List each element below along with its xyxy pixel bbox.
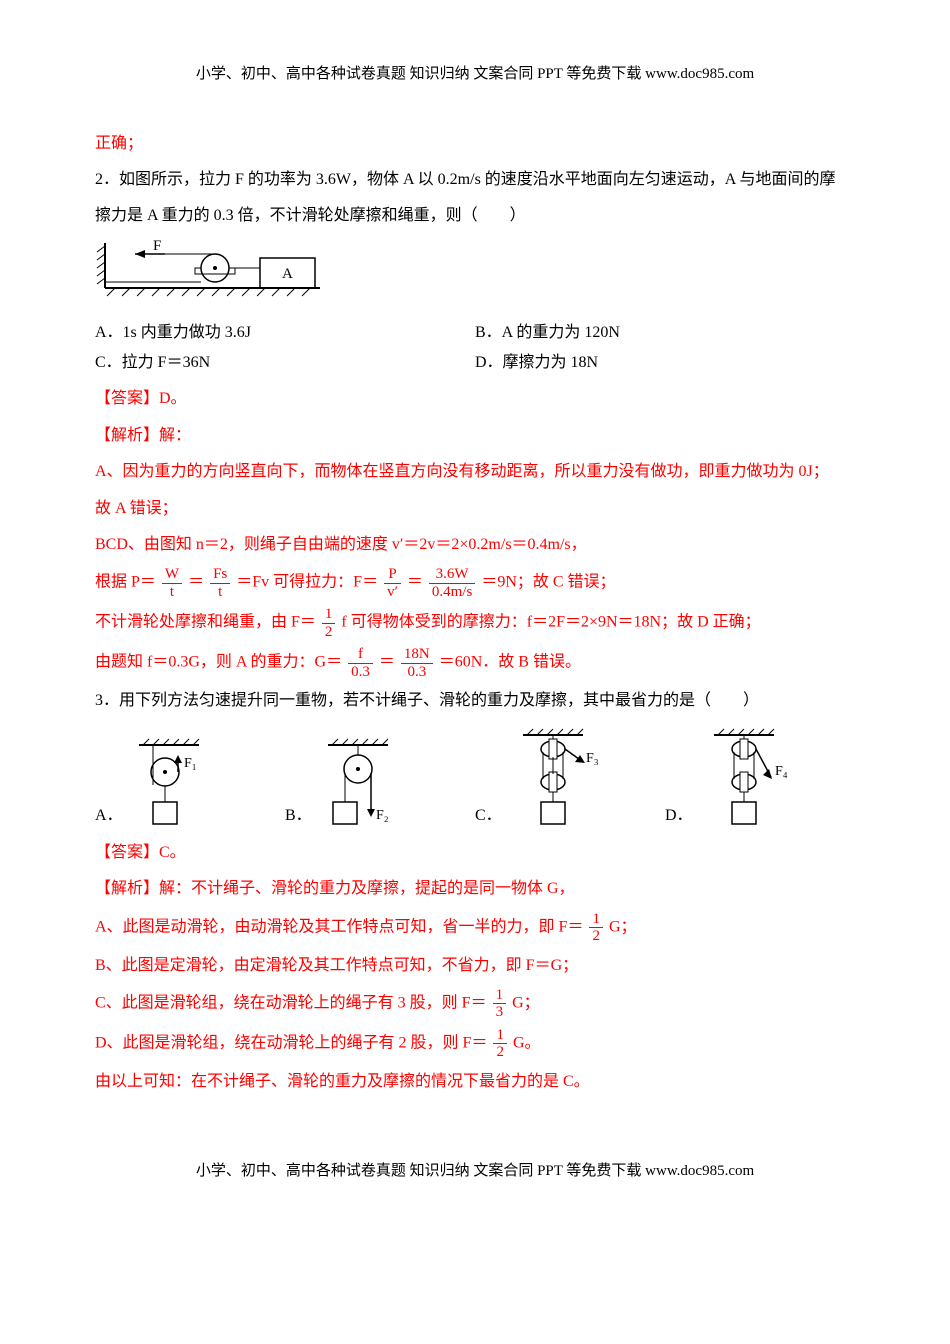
text: ＝ — [379, 654, 395, 671]
text: ＝ — [188, 574, 204, 591]
text: ＝ — [407, 574, 423, 591]
q3-option-c: C． F₃ — [475, 727, 665, 832]
text: 由题知 f＝0.3G，则 A 的重力：G＝ — [95, 654, 342, 671]
q2-answer: 【答案】D。 — [95, 384, 855, 414]
q2-option-b: B．A 的重力为 120N — [475, 318, 855, 348]
svg-text:F₁: F₁ — [184, 756, 197, 771]
svg-text:F: F — [153, 238, 161, 254]
fraction-1-2: 12 — [493, 1027, 507, 1061]
text: f 可得物体受到的摩擦力：f＝2F＝2×9N＝18N；故 D 正确； — [341, 614, 760, 631]
q3-label-a: A． — [95, 801, 123, 831]
fraction-w-t: Wt — [162, 566, 182, 600]
q2-option-c: C．拉力 F＝36N — [95, 348, 475, 378]
q3-sol-b: B、此图是定滑轮，由定滑轮及其工作特点可知，不省力，即 F＝G； — [95, 951, 855, 981]
q2-sol-a2: 故 A 错误； — [95, 494, 855, 524]
fraction-f-03: f0.3 — [348, 646, 373, 680]
fraction-1-2: 12 — [322, 606, 336, 640]
text: G。 — [513, 1035, 541, 1052]
fraction-36w-04ms: 3.6W0.4m/s — [429, 566, 475, 600]
q3-sol-d: D、此图是滑轮组，绕在动滑轮上的绳子有 2 股，则 F＝ 12 G。 — [95, 1027, 855, 1061]
text: ＝9N；故 C 错误； — [481, 574, 615, 591]
text: D、此图是滑轮组，绕在动滑轮上的绳子有 2 股，则 F＝ — [95, 1035, 487, 1052]
q3-option-a: A． F₁ — [95, 737, 285, 832]
q2-figure: F A — [95, 238, 855, 306]
q2-option-a: A．1s 内重力做功 3.6J — [95, 318, 475, 348]
q2-sol-g-line: 由题知 f＝0.3G，则 A 的重力：G＝ f0.3 ＝ 18N0.3 ＝60N… — [95, 646, 855, 680]
q3-option-d: D． F₄ — [665, 727, 855, 832]
fraction-p-vprime: Pv′ — [384, 566, 401, 600]
q3-sol-a: A、此图是动滑轮，由动滑轮及其工作特点可知，省一半的力，即 F＝ 12 G； — [95, 911, 855, 945]
q2-option-d: D．摩擦力为 18N — [475, 348, 855, 378]
q2-solution-label: 【解析】解： — [95, 421, 855, 451]
text: 根据 P＝ — [95, 574, 156, 591]
q2-sol-a1: A、因为重力的方向竖直向下，而物体在竖直方向没有移动距离，所以重力没有做功，即重… — [95, 457, 855, 487]
svg-text:F₂: F₂ — [376, 808, 389, 823]
q3-label-d: D． — [665, 801, 693, 831]
text: ＝Fv 可得拉力：F＝ — [236, 574, 378, 591]
svg-text:F₄: F₄ — [775, 764, 788, 779]
q3-label-b: B． — [285, 801, 312, 831]
svg-text:F₃: F₃ — [586, 751, 599, 766]
q2-stem-line2: 擦力是 A 重力的 0.3 倍，不计滑轮处摩擦和绳重，则（ ） — [95, 201, 855, 231]
q3-answer: 【答案】C。 — [95, 838, 855, 868]
q3-label-c: C． — [475, 801, 502, 831]
q2-sol-f-line: 不计滑轮处摩擦和绳重，由 F＝ 12 f 可得物体受到的摩擦力：f＝2F＝2×9… — [95, 606, 855, 640]
q3-sol-c: C、此图是滑轮组，绕在动滑轮上的绳子有 3 股，则 F＝ 13 G； — [95, 987, 855, 1021]
q2-stem-line1: 2．如图所示，拉力 F 的功率为 3.6W，物体 A 以 0.2m/s 的速度沿… — [95, 165, 855, 195]
q2-options: A．1s 内重力做功 3.6J B．A 的重力为 120N C．拉力 F＝36N… — [95, 318, 855, 379]
text: ＝60N．故 B 错误。 — [439, 654, 581, 671]
text: G； — [512, 995, 540, 1012]
q2-sol-p-line: 根据 P＝ Wt ＝ Fst ＝Fv 可得拉力：F＝ Pv′ ＝ 3.6W0.4… — [95, 566, 855, 600]
q3-solution-label: 【解析】解：不计绳子、滑轮的重力及摩擦，提起的是同一物体 G， — [95, 874, 855, 904]
fraction-1-3: 13 — [493, 987, 507, 1021]
text: A、此图是动滑轮，由动滑轮及其工作特点可知，省一半的力，即 F＝ — [95, 918, 583, 935]
q3-conclusion: 由以上可知：在不计绳子、滑轮的重力及摩擦的情况下最省力的是 C。 — [95, 1067, 855, 1097]
page-footer: 小学、初中、高中各种试卷真题 知识归纳 文案合同 PPT 等免费下载 www.d… — [95, 1157, 855, 1186]
page-header: 小学、初中、高中各种试卷真题 知识归纳 文案合同 PPT 等免费下载 www.d… — [95, 60, 855, 89]
fraction-fs-t: Fst — [210, 566, 230, 600]
q3-figures: A． F₁ B． — [95, 727, 855, 832]
svg-text:A: A — [282, 266, 293, 282]
text: 不计滑轮处摩擦和绳重，由 F＝ — [95, 614, 316, 631]
line-correct: 正确； — [95, 129, 855, 159]
q3-stem: 3．用下列方法匀速提升同一重物，若不计绳子、滑轮的重力及摩擦，其中最省力的是（ … — [95, 686, 855, 716]
text: G； — [609, 918, 637, 935]
q2-sol-bcd: BCD、由图知 n＝2，则绳子自由端的速度 v′＝2v＝2×0.2m/s＝0.4… — [95, 530, 855, 560]
fraction-1-2: 12 — [589, 911, 603, 945]
text: C、此图是滑轮组，绕在动滑轮上的绳子有 3 股，则 F＝ — [95, 995, 487, 1012]
fraction-18n-03: 18N0.3 — [401, 646, 433, 680]
q3-option-b: B． F₂ — [285, 737, 475, 832]
